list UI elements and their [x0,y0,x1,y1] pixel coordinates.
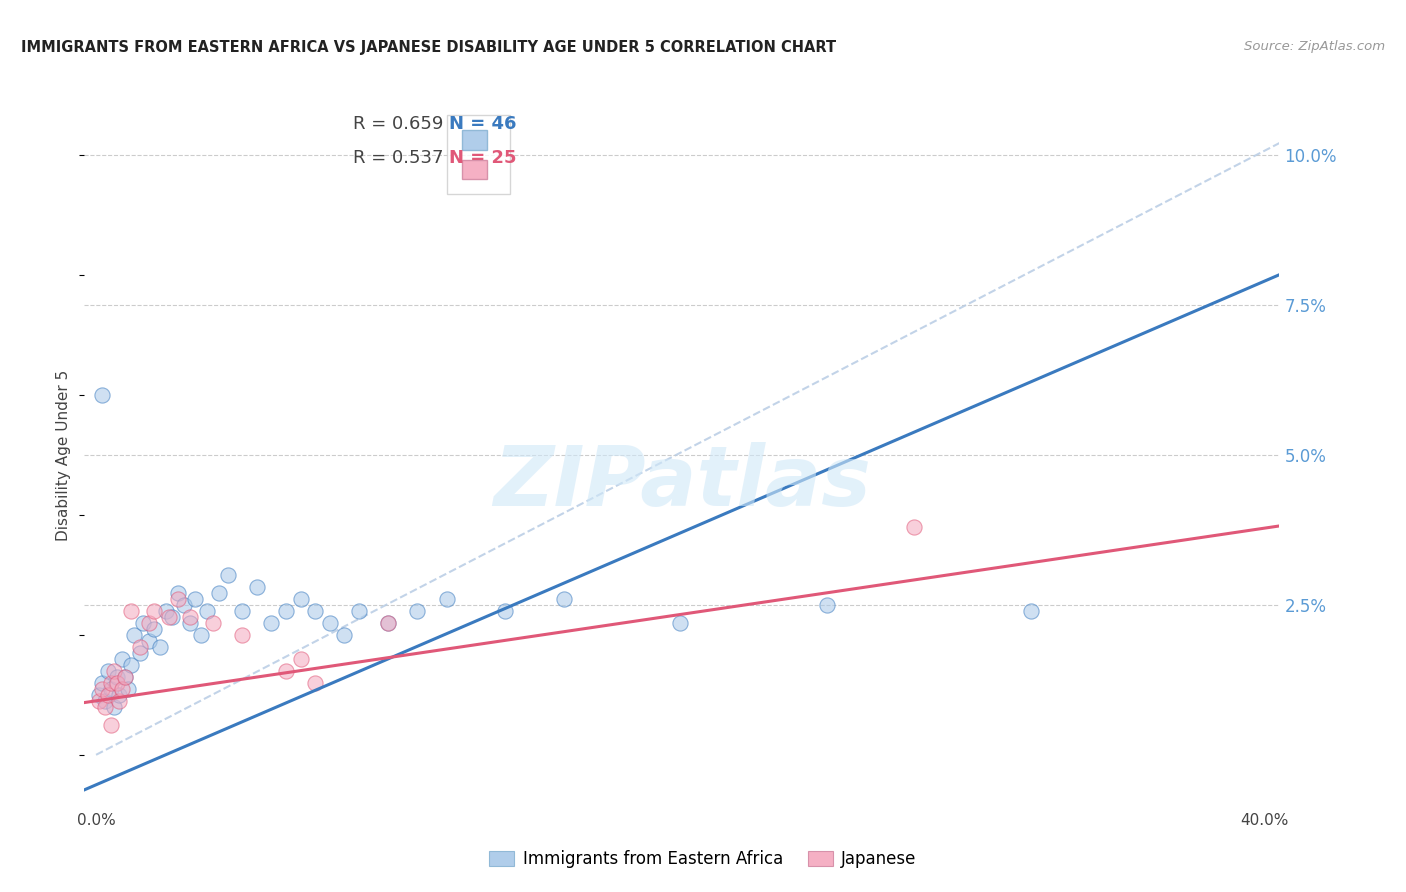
Point [103,664,125,678]
Point [100,676,122,690]
Point [436,591,458,606]
Point [155,604,177,618]
Point [167,591,190,606]
Point [111,652,134,666]
Point [87,694,110,708]
Point [260,615,283,630]
Point [160,610,183,624]
Point [333,628,356,642]
Point [120,604,142,618]
Point [208,586,231,600]
Point [120,657,142,672]
Text: ZIPatlas: ZIPatlas [494,442,870,524]
Point [90,676,112,690]
Point [217,567,239,582]
Point [108,688,131,702]
Point [90,681,112,696]
Point [231,604,253,618]
Point [143,604,166,618]
Text: R = 0.537: R = 0.537 [353,149,444,167]
Text: N = 25: N = 25 [449,149,516,167]
Point [138,633,160,648]
Text: IMMIGRANTS FROM EASTERN AFRICA VS JAPANESE DISABILITY AGE UNDER 5 CORRELATION CH: IMMIGRANTS FROM EASTERN AFRICA VS JAPANE… [21,40,837,55]
Point [274,604,297,618]
Point [114,670,136,684]
Point [138,615,160,630]
Point [128,640,150,654]
Point [157,610,180,624]
Y-axis label: Disability Age Under 5: Disability Age Under 5 [56,369,72,541]
Point [132,615,155,630]
Point [105,670,128,684]
Point [246,580,269,594]
Point [108,694,131,708]
Point [103,699,125,714]
Point [167,586,190,600]
Point [1019,604,1042,618]
Point [100,681,122,696]
Point [494,604,516,618]
Point [105,676,128,690]
Point [319,615,342,630]
Point [201,615,224,630]
Legend: Immigrants from Eastern Africa, Japanese: Immigrants from Eastern Africa, Japanese [482,844,924,875]
Text: Source: ZipAtlas.com: Source: ZipAtlas.com [1244,40,1385,54]
Point [290,652,312,666]
Point [114,670,136,684]
Point [94,694,117,708]
Point [173,598,195,612]
Point [94,699,117,714]
Point [406,604,429,618]
Point [184,591,207,606]
Point [179,615,201,630]
Point [117,681,139,696]
Point [815,598,838,612]
Point [179,610,201,624]
Point [100,718,122,732]
Point [304,604,326,618]
Point [97,664,120,678]
Point [195,604,218,618]
Text: R = 0.659: R = 0.659 [353,115,444,133]
Point [377,615,399,630]
Point [149,640,172,654]
Point [143,622,166,636]
Text: N = 46: N = 46 [449,115,516,133]
Point [903,520,925,534]
Point [190,628,212,642]
Point [669,615,692,630]
Point [97,688,120,702]
Point [290,591,312,606]
Point [122,628,145,642]
Point [87,688,110,702]
Legend: , : , [447,115,510,194]
Point [111,681,134,696]
Point [553,591,575,606]
Point [377,615,399,630]
Point [304,676,326,690]
Point [90,388,112,402]
Point [231,628,253,642]
Point [128,646,150,660]
Point [347,604,370,618]
Point [274,664,297,678]
